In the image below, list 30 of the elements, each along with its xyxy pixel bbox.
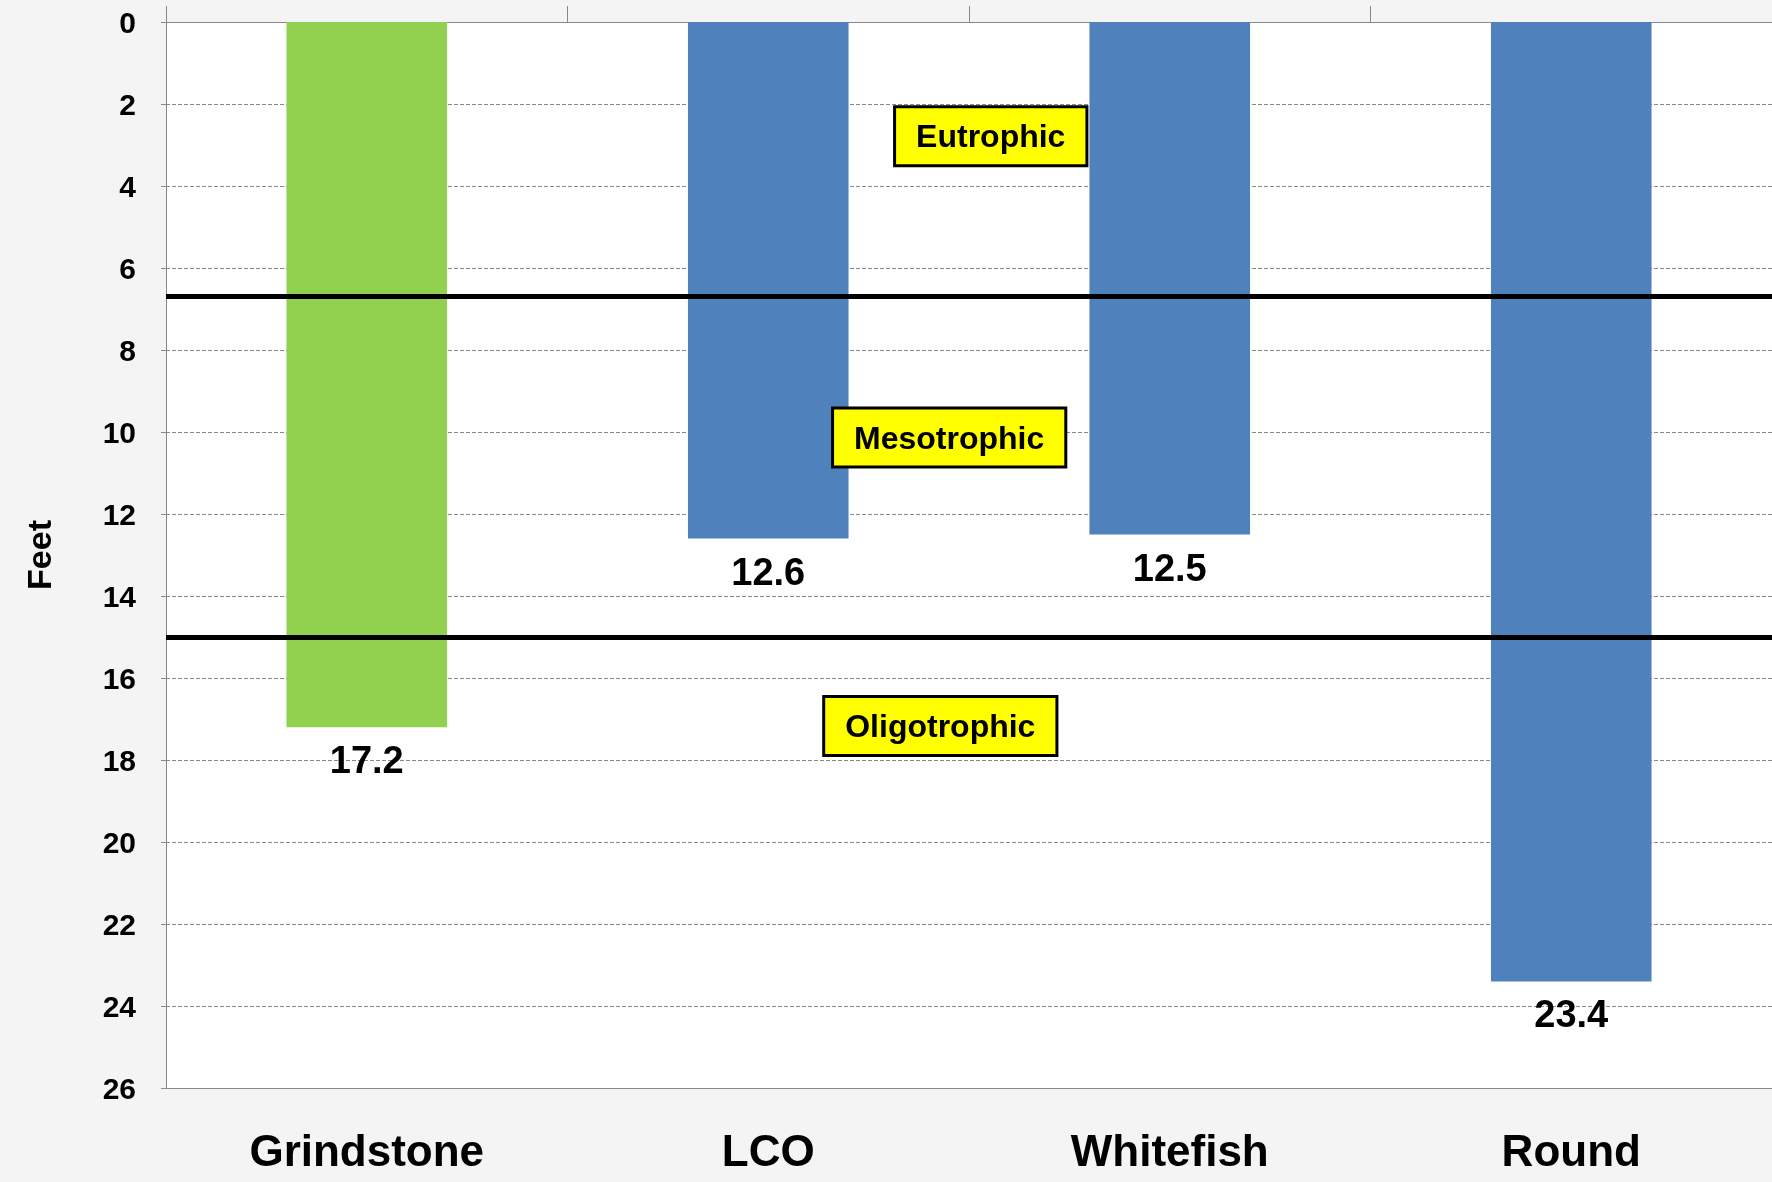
y-tick-label: 14 bbox=[102, 579, 137, 613]
x-tick-label: LCO bbox=[721, 1125, 815, 1175]
data-label: 23.4 bbox=[1534, 993, 1609, 1036]
y-tick-label: 16 bbox=[102, 661, 136, 695]
annotation: Eutrophic bbox=[916, 118, 1066, 155]
data-label: 12.6 bbox=[731, 550, 806, 593]
y-axis-title: Feet bbox=[20, 520, 58, 590]
y-tick-label: 18 bbox=[102, 743, 136, 777]
bar bbox=[1490, 22, 1652, 982]
x-tick-label: Whitefish bbox=[1070, 1125, 1269, 1175]
y-tick-label: 0 bbox=[119, 5, 136, 39]
y-tick-label: 8 bbox=[119, 333, 136, 367]
y-tick-label: 22 bbox=[102, 907, 136, 941]
y-tick-label: 10 bbox=[102, 415, 136, 449]
y-tick-label: 4 bbox=[119, 169, 137, 203]
y-tick-label: 26 bbox=[102, 1071, 136, 1105]
y-tick-label: 24 bbox=[102, 989, 137, 1023]
y-tick-label: 20 bbox=[102, 825, 136, 859]
y-tick-label: 2 bbox=[119, 87, 136, 121]
bar bbox=[687, 22, 849, 539]
y-tick-label: 6 bbox=[119, 251, 136, 285]
annotation: Oligotrophic bbox=[845, 708, 1036, 745]
bar bbox=[1089, 22, 1251, 535]
data-label: 12.5 bbox=[1132, 546, 1207, 589]
x-tick-label: Round bbox=[1501, 1125, 1641, 1175]
data-label: 17.2 bbox=[329, 739, 404, 782]
bar bbox=[286, 22, 448, 728]
y-tick-label: 12 bbox=[102, 497, 136, 531]
x-tick-label: Grindstone bbox=[249, 1125, 485, 1175]
annotation: Mesotrophic bbox=[854, 419, 1045, 456]
